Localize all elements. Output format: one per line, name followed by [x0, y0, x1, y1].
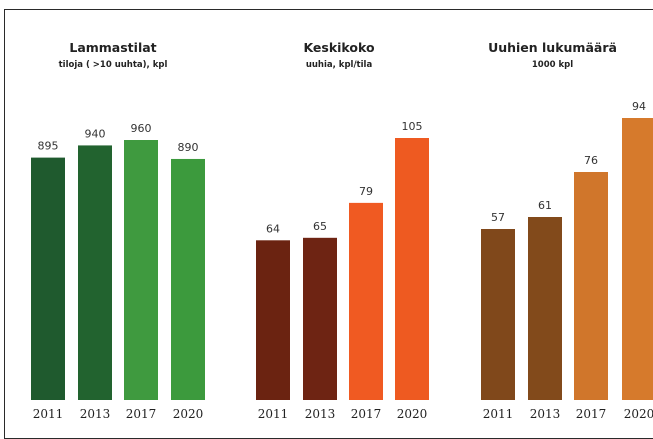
bar-value-label: 79 [359, 185, 373, 198]
category-label: 2017 [351, 407, 382, 421]
bar [256, 240, 290, 400]
chart-panel: Uuhien lukumäärä 1000 kpl 57 2011 61 2013 76 20… [452, 0, 653, 432]
category-label: 2013 [80, 407, 111, 421]
bar-value-label: 61 [538, 199, 552, 212]
bar [78, 145, 112, 400]
chart-panel: Lammastilat tiloja ( >10 uuhta), kpl 895 20… [0, 0, 226, 432]
category-label: 2013 [305, 407, 336, 421]
bar-value-label: 57 [491, 211, 505, 224]
bar-value-label: 64 [266, 222, 280, 235]
category-label: 2020 [624, 407, 653, 421]
category-label: 2011 [33, 407, 64, 421]
bar [349, 202, 383, 400]
bar-value-label: 105 [402, 120, 423, 133]
bar-value-label: 960 [131, 122, 152, 135]
chart-title: Uuhien lukumäärä [488, 40, 617, 55]
bar [574, 172, 608, 400]
category-label: 2013 [530, 407, 561, 421]
chart-subtitle: 1000 kpl [531, 60, 574, 70]
bar-plot: 57 2011 61 2013 76 2017 94 2020 [481, 100, 653, 421]
bar-value-label: 940 [85, 127, 106, 140]
bar-value-label: 76 [584, 154, 598, 167]
category-label: 2011 [258, 407, 289, 421]
bar [31, 157, 65, 400]
bar-value-label: 65 [313, 220, 327, 233]
bar [303, 237, 337, 400]
chart-title: Keskikoko [303, 40, 375, 55]
category-label: 2011 [483, 407, 514, 421]
bar [528, 217, 562, 400]
bar-plot: 895 2011 940 2013 960 2017 890 2020 [31, 122, 205, 421]
category-label: 2017 [126, 407, 157, 421]
bar [481, 229, 515, 400]
bar [171, 158, 205, 400]
category-label: 2017 [576, 407, 607, 421]
bar-value-label: 895 [38, 140, 59, 153]
chart-subtitle: tiloja ( >10 uuhta), kpl [58, 60, 168, 70]
bar [395, 138, 429, 400]
bar-value-label: 890 [178, 141, 199, 154]
chart-panel: Keskikoko uuhia, kpl/tila 64 2011 65 2013 79 20… [226, 0, 452, 432]
chart-subtitle: uuhia, kpl/tila [305, 60, 373, 70]
bar [622, 118, 653, 400]
bar-plot: 64 2011 65 2013 79 2017 105 2020 [256, 120, 429, 421]
category-label: 2020 [397, 407, 428, 421]
category-label: 2020 [173, 407, 204, 421]
bar [124, 140, 158, 400]
chart-title: Lammastilat [69, 40, 157, 55]
bar-value-label: 94 [632, 100, 646, 113]
